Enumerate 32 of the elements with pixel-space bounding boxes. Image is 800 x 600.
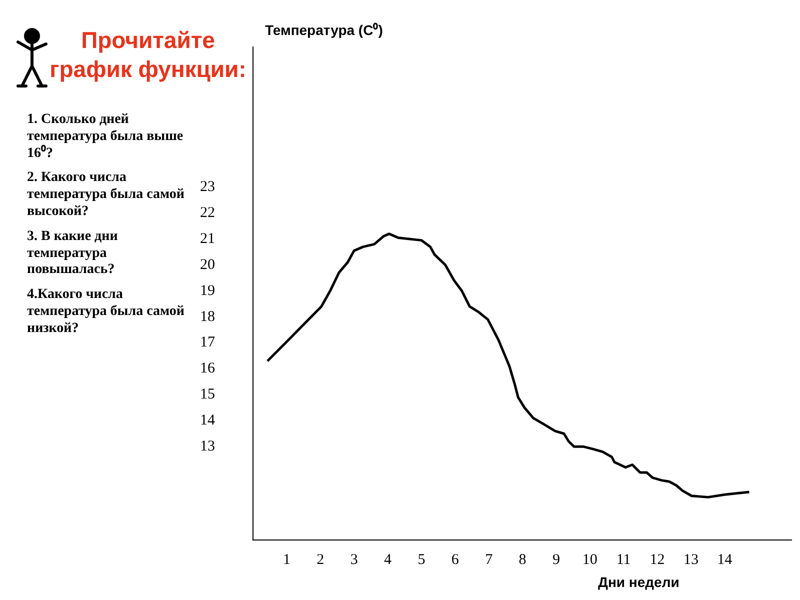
x-tick-label: 5	[418, 552, 426, 568]
text: 4.Какого числа температура была самой низкой?	[27, 287, 186, 338]
y-tick-label: 23	[200, 179, 215, 196]
x-tick-label: 6	[451, 552, 460, 568]
x-tick-label: 12	[650, 552, 665, 568]
x-tick-label: 8	[518, 552, 526, 568]
chart-title: Прочитайте график функции:	[48, 26, 248, 84]
x-tick-label: 13	[683, 552, 698, 568]
y-tick-label: 22	[200, 205, 215, 221]
y-tick-label: 15	[200, 386, 215, 403]
x-tick-label: 11	[616, 552, 631, 568]
x-axis-title: Дни недели	[598, 574, 680, 590]
x-tick-label: 7	[485, 552, 494, 568]
y-tick-label: 20	[200, 256, 215, 273]
x-tick-label: 3	[350, 552, 358, 568]
y-axis-title: Температура (C⁰)	[265, 21, 383, 39]
y-tick-label: 18	[200, 308, 215, 325]
y-tick-label: 17	[200, 334, 216, 351]
y-tick-label: 19	[200, 282, 215, 299]
x-tick-label: 9	[552, 552, 560, 568]
text: 2. Какого числа температура была самой высокой?	[27, 170, 186, 221]
x-tick-label: 2	[316, 552, 324, 568]
x-tick-label: 10	[582, 552, 598, 568]
y-tick-label: 16	[200, 360, 216, 377]
y-tick-label: 13	[200, 438, 215, 455]
x-tick-label: 14	[717, 552, 733, 568]
x-tick-label: 4	[384, 552, 392, 568]
text: 3. В какие дни температура повышалась?	[27, 228, 119, 280]
text: 1. Сколько дней температура была выше 16⁰?	[27, 112, 184, 162]
y-tick-label: 21	[200, 230, 215, 247]
x-tick-label: 1	[282, 552, 290, 568]
y-tick-label: 14	[200, 412, 216, 429]
